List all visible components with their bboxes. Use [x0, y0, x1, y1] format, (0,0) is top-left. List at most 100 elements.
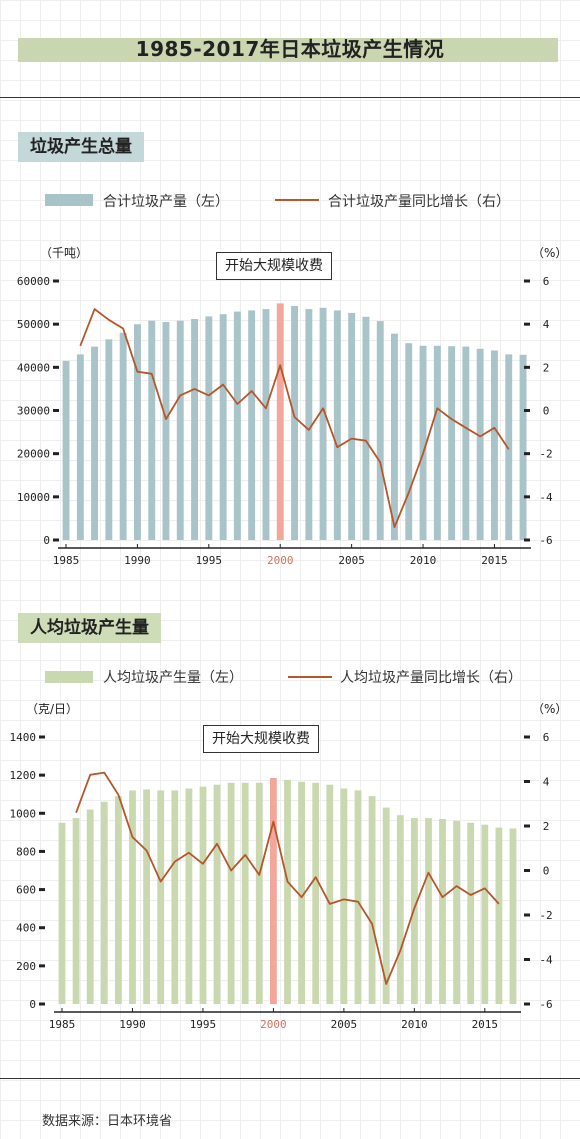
right-tick-mark — [524, 913, 530, 917]
bar — [298, 781, 305, 1004]
bar — [157, 790, 165, 1004]
bar — [491, 350, 498, 540]
legend-bar-label-total: 合计垃圾产量（左） — [103, 194, 229, 210]
bar — [433, 345, 441, 541]
right-tick-label: -4 — [539, 491, 553, 504]
bar — [391, 333, 398, 540]
bar — [448, 346, 456, 540]
x-tick-label: 2000 — [260, 1018, 287, 1031]
x-tick-label: 1985 — [53, 554, 80, 567]
left-tick-label: 20000 — [17, 448, 50, 461]
right-tick-label: 2 — [543, 361, 550, 374]
bar — [354, 790, 362, 1004]
left-tick-mark — [39, 964, 45, 968]
title-bar — [18, 38, 558, 62]
legend-bar-swatch-percapita — [45, 671, 93, 683]
chart-percapita: （克/日） （%） 0 200 400 600 800 1000 1200 1400 -6 -4 -2 0… — [10, 702, 568, 1031]
bar — [205, 316, 213, 540]
left-tick-label: 0 — [43, 534, 50, 547]
left-tick-label: 40000 — [17, 361, 50, 374]
left-tick-label: 1000 — [10, 807, 37, 820]
left-tick-label: 800 — [16, 845, 36, 858]
bar — [219, 314, 227, 540]
legend-line-label-total: 合计垃圾产量同比增长（右） — [328, 194, 510, 210]
right-tick-mark — [524, 409, 530, 412]
right-tick-label: 6 — [543, 275, 550, 288]
bar — [115, 796, 122, 1004]
chart-total: （千吨） （%）0100002000030000400005000060000-6… — [17, 246, 568, 567]
left-tick-label: 600 — [16, 884, 36, 897]
section-title-total: 垃圾产生总量 — [18, 132, 144, 162]
bar — [227, 782, 235, 1004]
bar — [396, 815, 404, 1004]
bar — [439, 819, 446, 1004]
bar — [241, 782, 249, 1004]
left-tick-mark — [39, 849, 45, 853]
bar — [148, 320, 156, 540]
right-tick-mark — [524, 538, 530, 542]
x-tick-label: 1990 — [124, 554, 151, 567]
bar — [405, 343, 413, 540]
annotation-total: 开始大规模收费 — [216, 252, 332, 280]
legend-line-label-percapita: 人均垃圾产量同比增长（右） — [340, 670, 522, 686]
bar — [119, 332, 127, 540]
bar — [509, 828, 517, 1004]
right-axis-unit: （%） — [532, 702, 567, 716]
bar — [233, 311, 241, 540]
right-tick-label: -6 — [539, 998, 552, 1011]
left-tick-mark — [53, 322, 59, 326]
left-tick-mark — [39, 773, 45, 777]
right-tick-label: 0 — [543, 865, 550, 878]
right-tick-mark — [524, 279, 530, 283]
left-tick-label: 60000 — [17, 275, 50, 288]
x-tick-label: 1995 — [196, 554, 223, 567]
right-tick-label: -4 — [539, 954, 553, 967]
bar — [91, 346, 98, 540]
growth-line — [79, 308, 510, 529]
bar — [176, 320, 184, 540]
bar — [340, 788, 348, 1004]
bar — [291, 306, 298, 540]
bar — [368, 796, 376, 1004]
bar — [76, 354, 84, 540]
bar — [462, 346, 470, 540]
left-tick-mark — [39, 888, 45, 892]
bar — [348, 312, 356, 540]
bar — [382, 807, 390, 1004]
bar — [171, 790, 179, 1004]
x-tick-label: 2015 — [481, 554, 508, 567]
bar — [248, 310, 256, 540]
left-tick-label: 200 — [16, 960, 36, 973]
bar — [129, 790, 136, 1004]
bar — [185, 788, 193, 1004]
left-tick-mark — [53, 452, 59, 456]
bar — [453, 820, 460, 1004]
x-tick-label: 2005 — [331, 1018, 358, 1031]
bar — [476, 348, 484, 540]
footer-divider — [0, 1078, 580, 1079]
bar — [100, 801, 108, 1004]
left-tick-mark — [53, 279, 59, 283]
x-tick-label: 2015 — [472, 1018, 499, 1031]
bar — [467, 822, 475, 1004]
right-tick-mark — [524, 322, 530, 326]
left-axis-unit: （克/日） — [26, 702, 78, 716]
left-tick-mark — [53, 495, 59, 499]
title-divider — [0, 97, 580, 98]
left-tick-mark — [53, 538, 59, 542]
annotation-percapita: 开始大规模收费 — [203, 725, 319, 753]
right-tick-label: -6 — [539, 534, 552, 547]
legend-line-swatch-percapita — [288, 676, 332, 678]
right-tick-label: 0 — [543, 405, 550, 418]
bar — [86, 809, 94, 1004]
x-tick-label: 2000 — [267, 554, 294, 567]
left-tick-mark — [39, 735, 45, 739]
left-tick-mark — [39, 811, 45, 815]
legend-bar-swatch-total — [45, 194, 93, 206]
bar — [362, 316, 370, 540]
right-tick-mark — [524, 365, 530, 369]
page-title: 1985-2017年日本垃圾产生情况 — [135, 37, 445, 61]
right-tick-label: -2 — [539, 448, 552, 461]
right-tick-mark — [524, 735, 530, 739]
bar — [376, 321, 384, 540]
